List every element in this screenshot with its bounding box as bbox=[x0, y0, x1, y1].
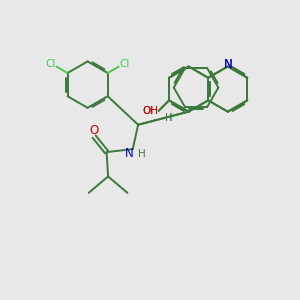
Text: OH: OH bbox=[142, 106, 158, 116]
Text: N: N bbox=[224, 58, 232, 71]
Text: OH: OH bbox=[142, 106, 158, 116]
Polygon shape bbox=[162, 52, 245, 123]
Text: Cl: Cl bbox=[46, 58, 56, 68]
Text: Cl: Cl bbox=[119, 58, 129, 68]
Text: H: H bbox=[165, 113, 173, 123]
Text: H: H bbox=[165, 113, 173, 123]
Text: H: H bbox=[138, 148, 146, 159]
Text: N: N bbox=[224, 58, 232, 71]
Text: N: N bbox=[125, 147, 134, 160]
Text: O: O bbox=[89, 124, 98, 136]
